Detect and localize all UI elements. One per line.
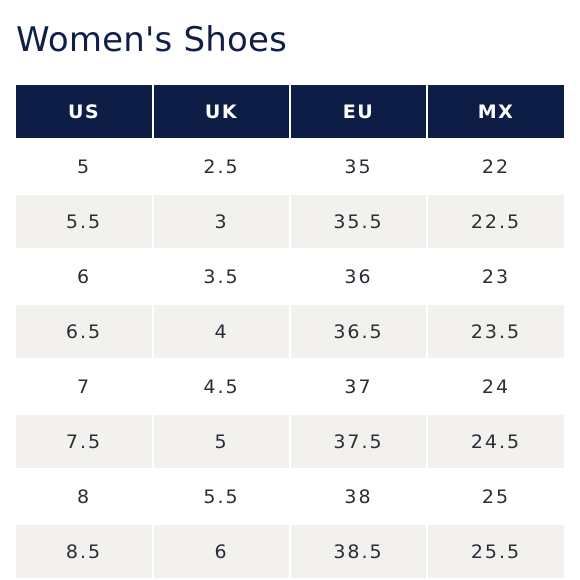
cell-mx: 22 — [426, 138, 564, 194]
cell-uk: 3.5 — [152, 248, 290, 304]
table-row: 6 3.5 36 23 — [16, 248, 564, 304]
cell-mx: 23.5 — [426, 303, 564, 359]
column-header-eu: EU — [289, 85, 427, 139]
table-row: 5.5 3 35.5 22.5 — [16, 193, 564, 249]
cell-eu: 36.5 — [289, 303, 427, 359]
cell-uk: 4 — [152, 303, 290, 359]
cell-mx: 25.5 — [426, 523, 564, 578]
table-row: 5 2.5 35 22 — [16, 138, 564, 194]
table-row: 8 5.5 38 25 — [16, 468, 564, 524]
column-header-mx: MX — [426, 85, 564, 139]
cell-mx: 22.5 — [426, 193, 564, 249]
table-row: 7 4.5 37 24 — [16, 358, 564, 414]
cell-us: 7 — [16, 358, 153, 414]
cell-mx: 23 — [426, 248, 564, 304]
cell-uk: 6 — [152, 523, 290, 578]
cell-us: 8.5 — [16, 523, 153, 578]
cell-eu: 35 — [289, 138, 427, 194]
cell-eu: 38 — [289, 468, 427, 524]
cell-eu: 37.5 — [289, 413, 427, 469]
cell-eu: 36 — [289, 248, 427, 304]
cell-eu: 38.5 — [289, 523, 427, 578]
cell-eu: 37 — [289, 358, 427, 414]
cell-mx: 24.5 — [426, 413, 564, 469]
table-row: 6.5 4 36.5 23.5 — [16, 303, 564, 359]
cell-eu: 35.5 — [289, 193, 427, 249]
table-header-row: US UK EU MX — [16, 85, 564, 139]
page-title: Women's Shoes — [16, 20, 288, 60]
cell-uk: 3 — [152, 193, 290, 249]
cell-uk: 5 — [152, 413, 290, 469]
cell-us: 6 — [16, 248, 153, 304]
cell-mx: 25 — [426, 468, 564, 524]
column-header-us: US — [16, 85, 153, 139]
cell-mx: 24 — [426, 358, 564, 414]
cell-uk: 4.5 — [152, 358, 290, 414]
cell-uk: 2.5 — [152, 138, 290, 194]
cell-uk: 5.5 — [152, 468, 290, 524]
table-row: 7.5 5 37.5 24.5 — [16, 413, 564, 469]
column-header-uk: UK — [152, 85, 290, 139]
cell-us: 5.5 — [16, 193, 153, 249]
size-chart-table: US UK EU MX 5 2.5 35 22 5.5 3 35.5 22.5 … — [16, 85, 564, 578]
cell-us: 6.5 — [16, 303, 153, 359]
table-row: 8.5 6 38.5 25.5 — [16, 523, 564, 578]
cell-us: 5 — [16, 138, 153, 194]
cell-us: 7.5 — [16, 413, 153, 469]
cell-us: 8 — [16, 468, 153, 524]
